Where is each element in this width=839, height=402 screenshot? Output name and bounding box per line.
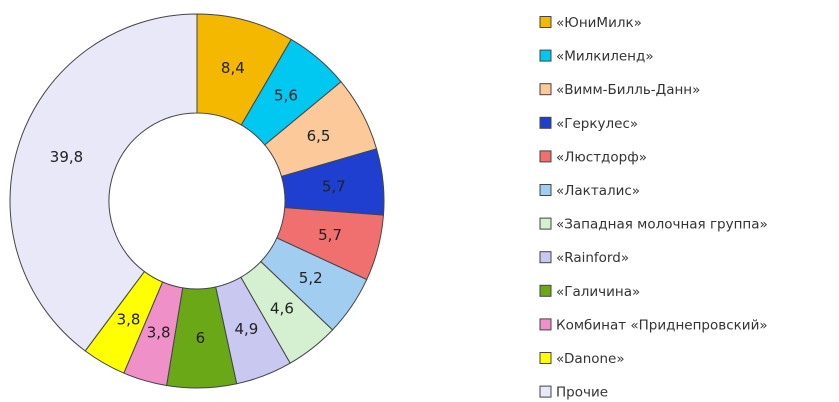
legend-swatch [539, 318, 552, 331]
legend-swatch [539, 352, 552, 364]
data-label: 4,9 [234, 320, 258, 338]
data-label: 5,7 [318, 226, 342, 244]
legend-label: «Западная молочная группа» [556, 217, 768, 233]
data-label: 8,4 [221, 59, 245, 77]
data-label: 5,7 [322, 177, 346, 195]
legend-label: «Милкиленд» [556, 49, 654, 65]
legend-swatch [539, 184, 552, 196]
legend-swatch [539, 284, 552, 297]
legend-label: Прочие [556, 385, 608, 401]
legend-label: Комбинат «Приднепровский» [556, 317, 768, 333]
legend-label: «ЮниМилк» [556, 15, 642, 31]
legend-label: «Люстдорф» [556, 149, 647, 165]
legend-swatch [539, 83, 552, 96]
legend-swatch [539, 251, 552, 264]
data-label: 5,2 [299, 269, 323, 287]
legend-label: «Геркулес» [556, 116, 638, 132]
legend-label: «Danone» [556, 351, 625, 367]
legend-label: «Лакталис» [556, 183, 640, 199]
legend-swatch [539, 217, 552, 230]
data-label: 5,6 [274, 87, 298, 105]
data-label: 3,8 [117, 311, 141, 329]
data-label: 4,6 [270, 300, 294, 318]
legend-swatch [539, 116, 552, 129]
legend-swatch [539, 16, 552, 28]
data-label: 39,8 [50, 148, 83, 166]
data-label: 6,5 [307, 127, 331, 145]
donut-slice [9, 13, 198, 352]
data-label: 6 [196, 329, 206, 347]
legend-label: «Rainford» [556, 250, 629, 266]
legend-label: «Галичина» [556, 284, 640, 300]
legend-swatch [539, 49, 552, 62]
legend-swatch [539, 385, 552, 398]
legend-swatch [539, 150, 552, 163]
data-label: 3,8 [147, 324, 171, 342]
legend-label: «Вимм-Билль-Данн» [556, 82, 700, 98]
